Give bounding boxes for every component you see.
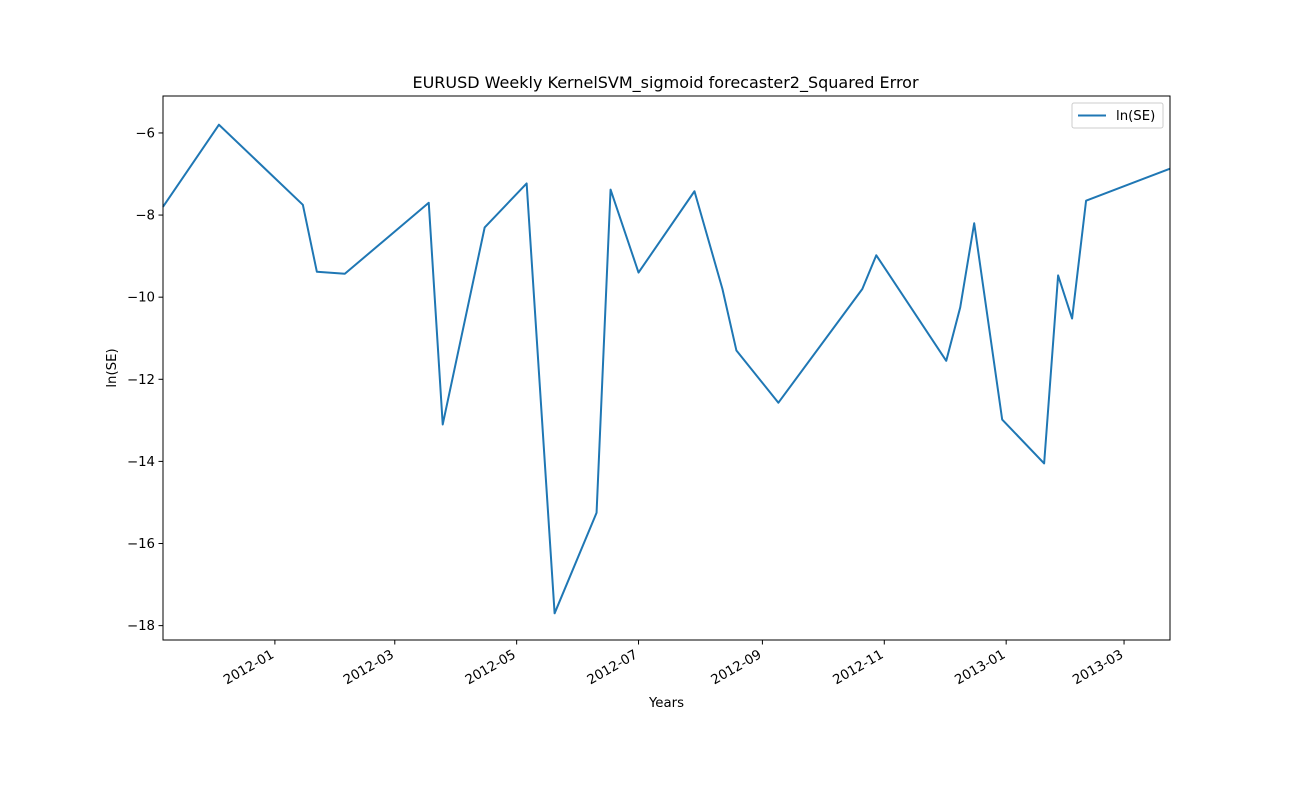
data-point bbox=[874, 253, 879, 258]
data-point bbox=[552, 611, 557, 616]
data-point bbox=[342, 271, 347, 276]
y-tick-label: −14 bbox=[127, 455, 155, 470]
plot-frame bbox=[162, 95, 1171, 641]
x-tick-label: 2012-07 bbox=[585, 647, 641, 688]
legend: ln(SE) bbox=[1071, 102, 1164, 129]
y-tick-label: −16 bbox=[127, 537, 155, 552]
data-point bbox=[720, 286, 725, 291]
data-point bbox=[314, 269, 319, 274]
x-axis: 2012-01 2012-03 2012-05 2012-07 2012-09 2012-… bbox=[221, 640, 1126, 688]
data-point bbox=[1084, 198, 1089, 203]
series-line bbox=[162, 123, 1171, 615]
data-point bbox=[594, 510, 599, 515]
data-point bbox=[1070, 316, 1075, 321]
data-point bbox=[524, 181, 529, 186]
data-point bbox=[860, 286, 865, 291]
data-point bbox=[426, 200, 431, 205]
x-tick-label: 2012-03 bbox=[341, 647, 397, 688]
y-tick-label: −12 bbox=[127, 373, 155, 388]
y-tick-label: −8 bbox=[135, 209, 155, 224]
y-axis: −6 −8 −10 −12 −14 −16 −18 bbox=[127, 126, 163, 634]
x-tick-label: 2012-11 bbox=[831, 647, 887, 688]
y-axis-title: ln(SE) bbox=[105, 348, 120, 387]
x-axis-title: Years bbox=[648, 696, 684, 711]
data-point bbox=[440, 422, 445, 427]
x-tick-label: 2012-09 bbox=[709, 647, 765, 688]
data-point bbox=[482, 225, 487, 230]
data-point bbox=[636, 270, 641, 275]
data-point bbox=[300, 202, 305, 207]
chart-title: EURUSD Weekly KernelSVM_sigmoid forecast… bbox=[412, 73, 919, 93]
data-point bbox=[972, 221, 977, 226]
y-tick-label: −10 bbox=[127, 291, 155, 306]
data-point bbox=[776, 400, 781, 405]
data-point bbox=[1056, 273, 1061, 278]
x-tick-label: 2013-01 bbox=[953, 647, 1009, 688]
x-tick-label: 2012-05 bbox=[463, 647, 519, 688]
legend-box bbox=[1071, 102, 1164, 129]
data-point bbox=[216, 122, 221, 127]
legend-label: ln(SE) bbox=[1116, 109, 1155, 124]
data-point bbox=[608, 187, 613, 192]
y-tick-label: −6 bbox=[135, 126, 155, 141]
data-point bbox=[958, 305, 963, 310]
plot-area bbox=[162, 122, 1171, 616]
y-tick-label: −18 bbox=[127, 619, 155, 634]
x-tick-label: 2012-01 bbox=[221, 647, 277, 688]
data-point bbox=[1000, 417, 1005, 422]
data-point bbox=[944, 358, 949, 363]
data-point bbox=[692, 189, 697, 194]
x-tick-label: 2013-03 bbox=[1070, 647, 1126, 688]
data-point bbox=[1042, 461, 1047, 466]
data-point bbox=[734, 348, 739, 353]
